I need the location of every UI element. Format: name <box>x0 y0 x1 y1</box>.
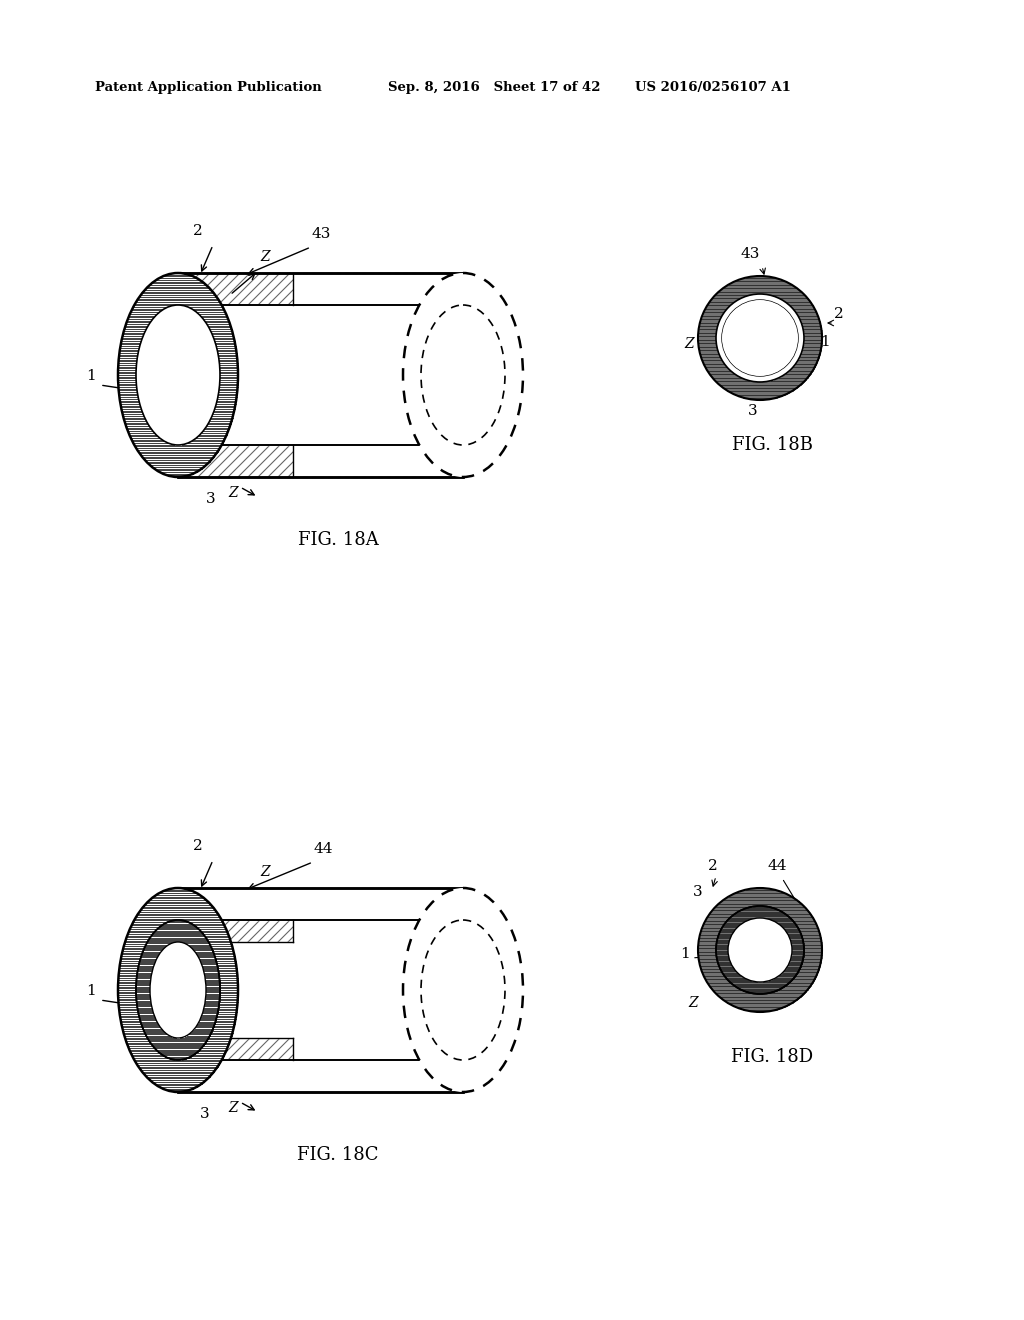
Text: 3: 3 <box>200 1107 210 1121</box>
Text: US 2016/0256107 A1: US 2016/0256107 A1 <box>635 82 791 95</box>
Text: Z: Z <box>228 1101 238 1115</box>
Text: FIG. 18D: FIG. 18D <box>731 1048 813 1067</box>
Text: 44: 44 <box>768 859 787 873</box>
Ellipse shape <box>136 920 220 1060</box>
Text: 2: 2 <box>834 308 844 321</box>
Text: Z: Z <box>684 337 693 351</box>
Text: 1: 1 <box>86 983 96 998</box>
Text: FIG. 18A: FIG. 18A <box>298 531 379 549</box>
Text: Z: Z <box>260 249 269 264</box>
Text: Z: Z <box>260 865 269 879</box>
Text: 43: 43 <box>311 227 331 242</box>
Text: 43: 43 <box>740 247 760 261</box>
Text: 1: 1 <box>86 370 96 383</box>
Text: Sep. 8, 2016   Sheet 17 of 42: Sep. 8, 2016 Sheet 17 of 42 <box>388 82 600 95</box>
Ellipse shape <box>403 273 523 477</box>
Text: 1: 1 <box>680 946 690 961</box>
Ellipse shape <box>118 273 238 477</box>
Circle shape <box>722 300 798 376</box>
Text: 2: 2 <box>708 859 718 873</box>
Circle shape <box>716 906 804 994</box>
Ellipse shape <box>136 305 220 445</box>
Ellipse shape <box>118 888 238 1092</box>
Circle shape <box>728 917 792 982</box>
Text: 3: 3 <box>748 404 758 418</box>
Circle shape <box>716 294 804 381</box>
Text: Patent Application Publication: Patent Application Publication <box>95 82 322 95</box>
Text: 2: 2 <box>194 224 203 238</box>
Circle shape <box>698 888 822 1012</box>
Ellipse shape <box>403 888 523 1092</box>
Text: 3: 3 <box>693 884 702 899</box>
Ellipse shape <box>150 942 206 1038</box>
Text: 3: 3 <box>206 492 216 506</box>
Text: Z: Z <box>228 486 238 500</box>
Text: 2: 2 <box>194 840 203 853</box>
Text: 44: 44 <box>313 842 333 855</box>
Text: Z: Z <box>688 997 697 1010</box>
Text: FIG. 18C: FIG. 18C <box>297 1146 379 1164</box>
Text: 1: 1 <box>820 335 829 348</box>
Circle shape <box>698 276 822 400</box>
Text: FIG. 18B: FIG. 18B <box>731 436 812 454</box>
